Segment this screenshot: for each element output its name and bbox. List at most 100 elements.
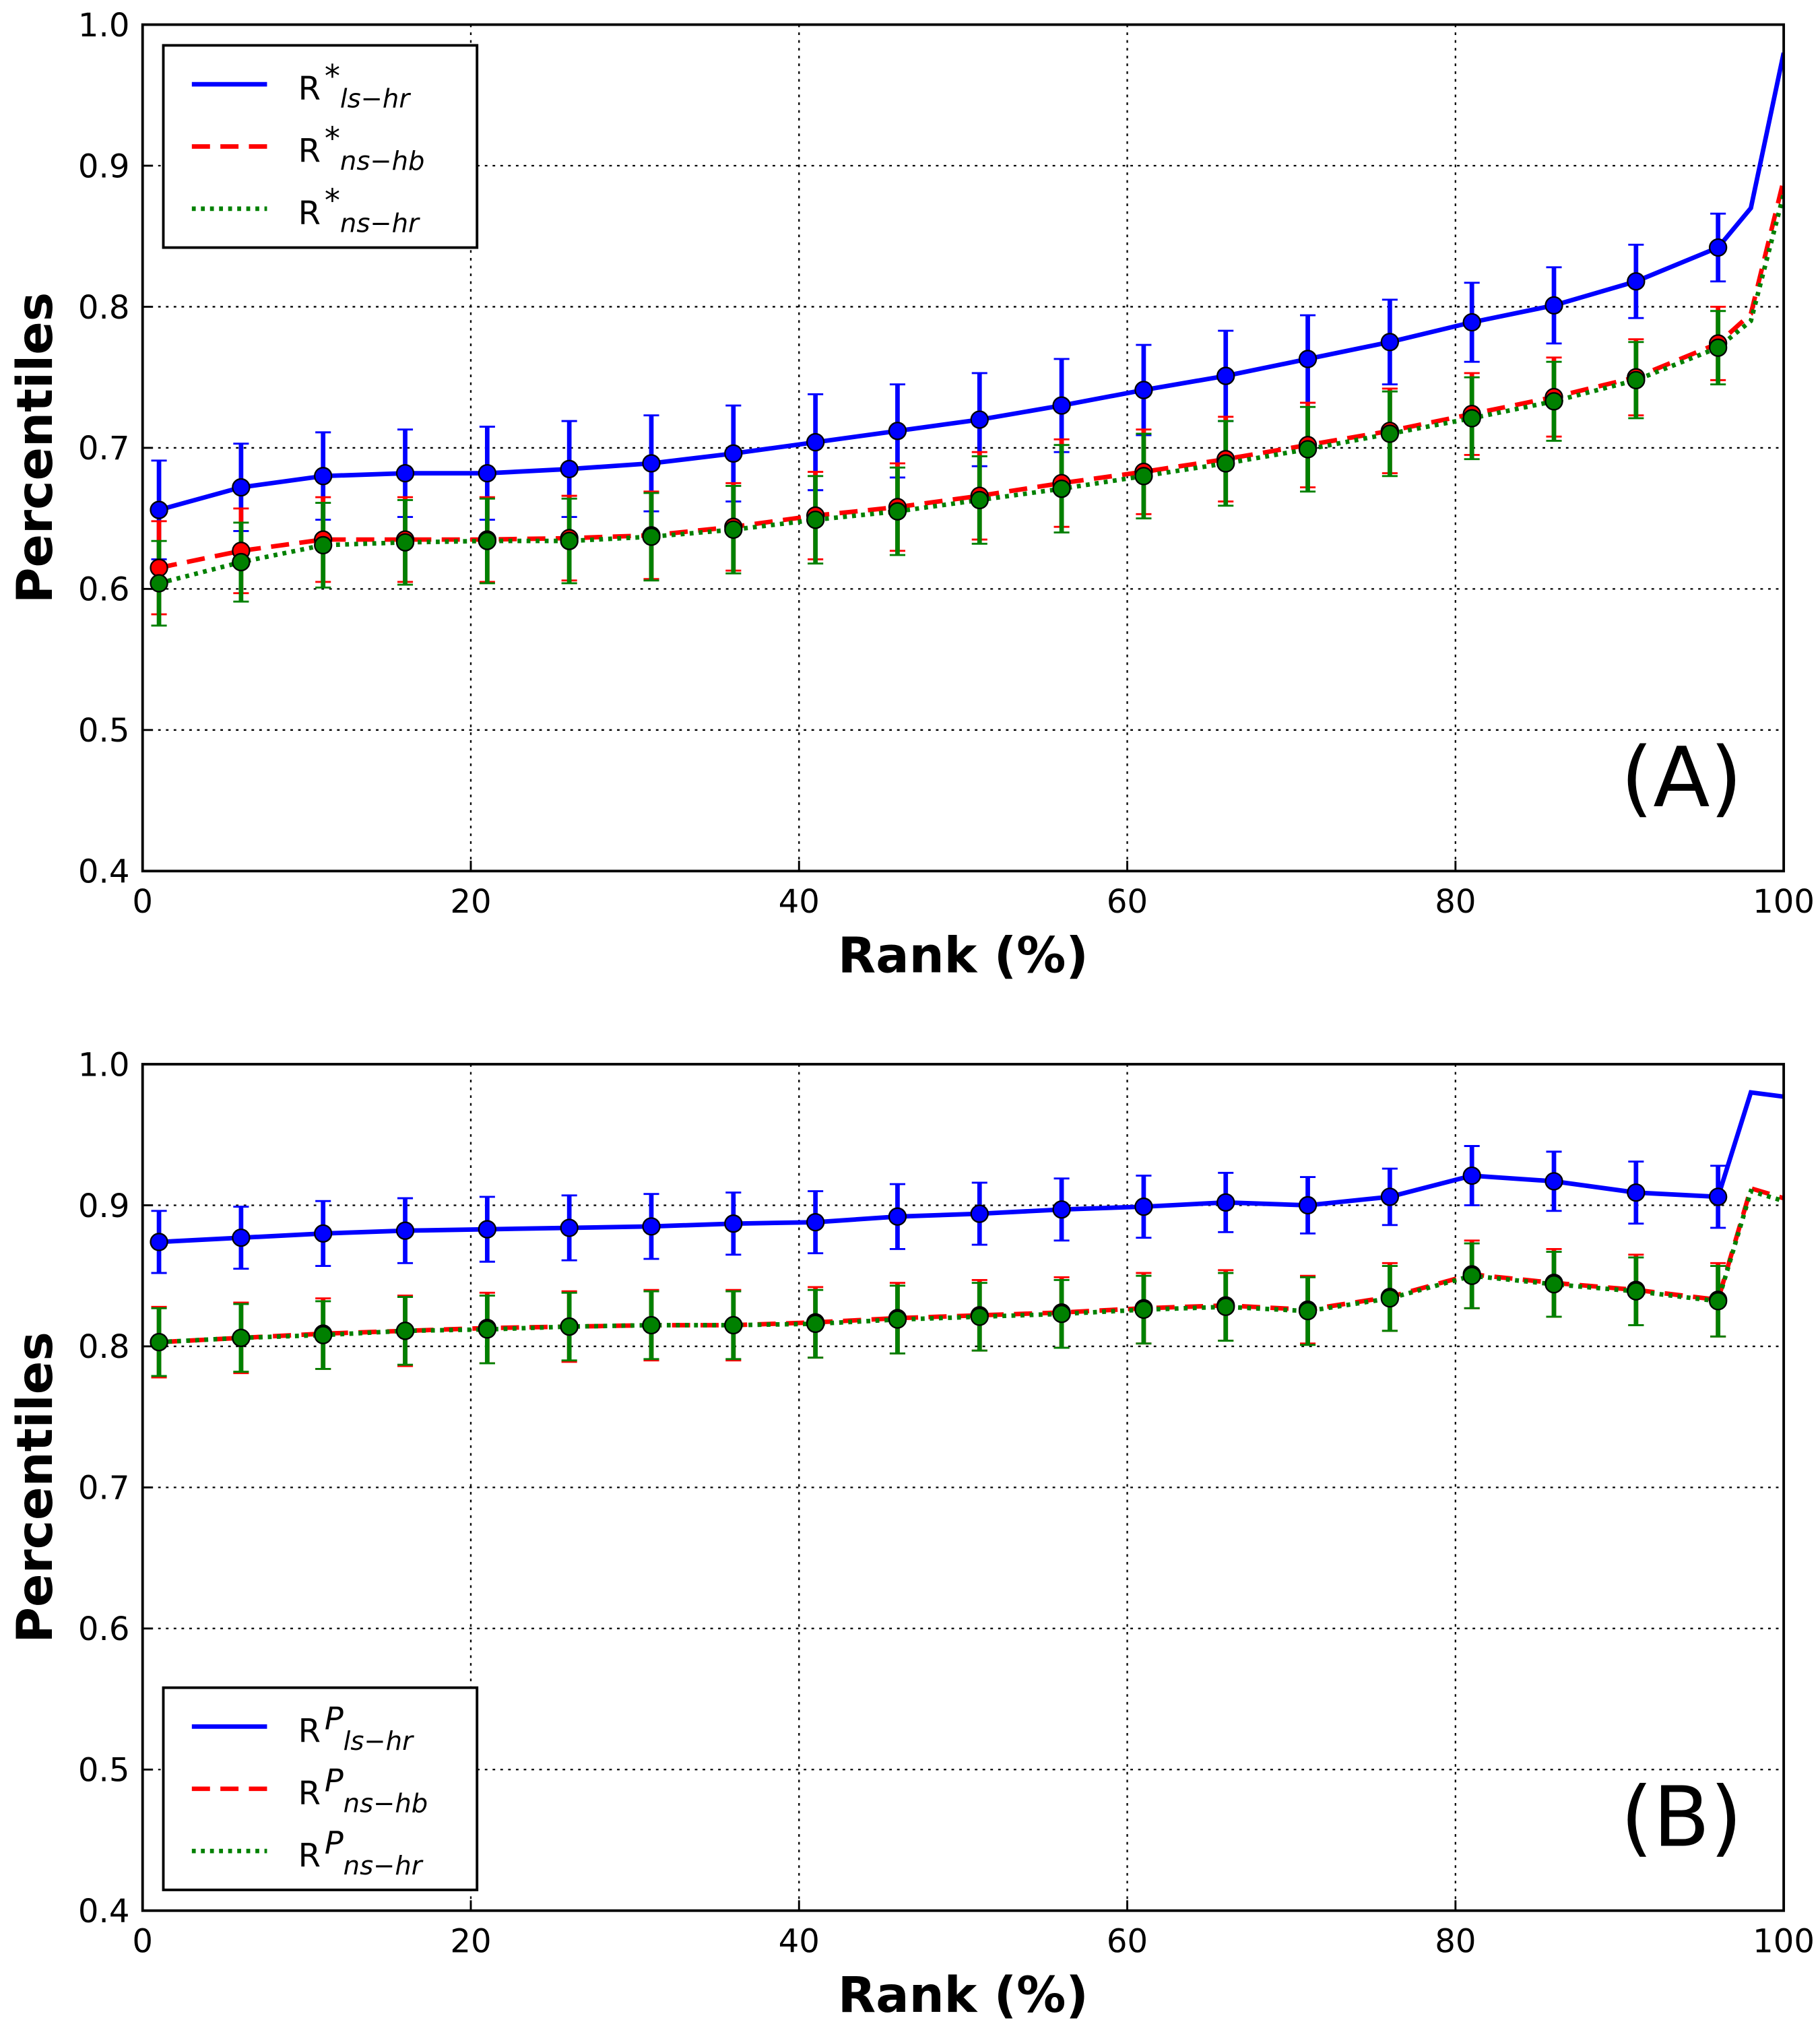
marker — [150, 500, 168, 519]
marker — [1298, 440, 1318, 459]
marker — [560, 531, 579, 550]
marker — [642, 527, 661, 546]
y-tick-label: 0.9 — [78, 148, 130, 185]
marker — [232, 552, 251, 572]
y-tick-label: 0.6 — [78, 1610, 130, 1648]
marker — [1134, 467, 1153, 486]
marker — [1627, 272, 1646, 291]
marker — [1134, 1197, 1153, 1216]
marker — [1052, 479, 1071, 498]
y-tick-label: 0.5 — [78, 1752, 130, 1790]
legend-subscript: ns−hb — [340, 146, 425, 176]
marker — [1545, 1275, 1563, 1294]
marker — [1134, 1300, 1153, 1319]
marker — [314, 1224, 333, 1243]
plot-frame — [141, 1063, 1786, 1912]
x-tick-label: 100 — [1753, 1922, 1815, 1960]
marker — [1708, 1292, 1728, 1311]
marker — [1545, 392, 1563, 411]
x-tick-label: 100 — [1753, 883, 1815, 921]
series-line — [158, 52, 1784, 513]
marker — [1052, 1200, 1071, 1219]
series-line — [158, 193, 1784, 586]
marker — [395, 533, 415, 552]
marker — [1627, 1282, 1646, 1301]
legend-subscript: ns−hr — [344, 1851, 424, 1881]
legend-label: R *ls−hr — [298, 58, 412, 115]
marker — [1052, 1305, 1071, 1324]
marker — [724, 444, 743, 463]
legend-label: R Pls−hr — [298, 1700, 414, 1757]
legend-subscript: ls−hr — [340, 84, 411, 115]
marker — [560, 459, 579, 478]
plot-area — [150, 1090, 1784, 1379]
legend-subscript: ns−hb — [344, 1788, 428, 1819]
marker — [232, 1328, 251, 1348]
marker — [1380, 1187, 1400, 1206]
legend-label: R Pns−hb — [298, 1763, 428, 1819]
marker — [478, 463, 497, 483]
x-tick-label: 40 — [779, 883, 820, 921]
marker — [806, 1212, 825, 1232]
marker — [314, 467, 333, 486]
marker — [888, 422, 907, 440]
marker — [150, 574, 168, 593]
x-tick-label: 20 — [450, 1922, 491, 1960]
y-axis-label: Percentiles — [7, 1332, 64, 1643]
y-tick-label: 0.4 — [78, 853, 130, 891]
x-tick-label: 80 — [1435, 883, 1476, 921]
marker — [1545, 296, 1563, 315]
y-tick-label: 0.8 — [78, 289, 130, 327]
marker — [1298, 1196, 1318, 1215]
x-tick-label: 40 — [779, 1922, 820, 1960]
y-tick-label: 0.5 — [78, 712, 130, 750]
marker — [1216, 1297, 1235, 1316]
legend-name: R — [298, 195, 321, 232]
legend-superscript: * — [325, 58, 340, 94]
marker — [478, 531, 497, 550]
legend-name: R — [298, 1775, 321, 1812]
marker — [1708, 1187, 1728, 1206]
plot-area — [150, 52, 1784, 627]
x-tick-label: 60 — [1107, 1922, 1148, 1960]
marker — [395, 1221, 415, 1240]
marker — [1627, 1183, 1646, 1202]
x-axis-label: Rank (%) — [838, 1967, 1088, 2024]
plot-frame — [141, 23, 1786, 873]
marker — [642, 454, 661, 473]
legend-label: R Pns−hr — [298, 1825, 424, 1881]
marker — [970, 410, 989, 429]
panel: 0.4 0.5 0.6 0.7 0.8 0.9 1.0 0 20 40 60 80 100 Rank (%… — [7, 7, 1815, 984]
marker — [314, 1326, 333, 1344]
marker — [970, 1307, 989, 1326]
legend-name: R — [298, 133, 321, 170]
x-tick-label: 0 — [132, 1922, 153, 1960]
marker — [1134, 381, 1153, 399]
legend: R Pls−hrR Pns−hbR Pns−hr — [162, 1686, 479, 1891]
marker — [232, 1228, 251, 1247]
marker — [1462, 1166, 1481, 1185]
x-tick-label: 60 — [1107, 883, 1148, 921]
y-tick-label: 0.7 — [78, 430, 130, 467]
y-tick-label: 1.0 — [78, 1046, 130, 1084]
marker — [642, 1315, 661, 1335]
marker — [150, 1332, 168, 1352]
x-tick-label: 80 — [1435, 1922, 1476, 1960]
marker — [970, 490, 989, 510]
legend-label: R *ns−hb — [298, 120, 425, 176]
marker — [806, 511, 825, 529]
x-axis-label: Rank (%) — [838, 927, 1088, 984]
marker — [806, 432, 825, 452]
y-tick-label: 0.6 — [78, 571, 130, 609]
legend-subscript: ls−hr — [344, 1726, 414, 1757]
marker — [1216, 1193, 1235, 1212]
marker — [1380, 1289, 1400, 1308]
marker — [1462, 313, 1481, 332]
marker — [724, 1315, 743, 1335]
marker — [888, 502, 907, 521]
marker — [1216, 366, 1235, 385]
legend-superscript: P — [325, 1763, 344, 1799]
marker — [1298, 1301, 1318, 1321]
marker — [888, 1310, 907, 1329]
legend-name: R — [298, 1837, 321, 1874]
